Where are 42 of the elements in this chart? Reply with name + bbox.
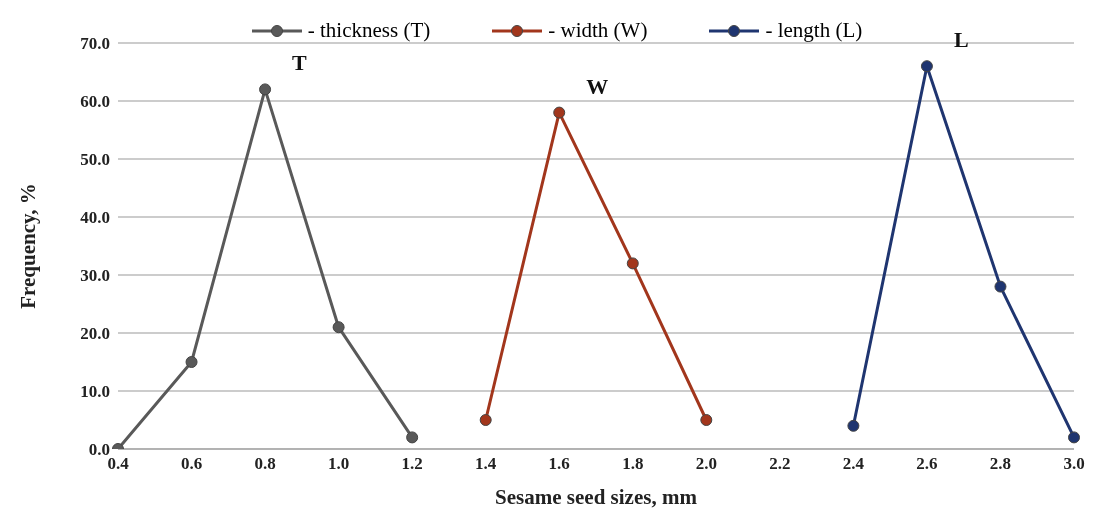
x-tick-label: 2.8 [989, 454, 1012, 474]
point [994, 280, 1007, 293]
x-tick-label: 1.0 [327, 454, 350, 474]
point [185, 356, 198, 368]
y-tick-label: 20.0 [80, 324, 110, 344]
x-tick-label: 2.2 [769, 454, 791, 474]
x-tick-label: 0.6 [180, 454, 203, 474]
x-tick-label: 3.0 [1063, 454, 1085, 474]
point [259, 83, 272, 96]
point [553, 106, 566, 119]
annotation: L [953, 27, 969, 53]
y-tick-label: 40.0 [80, 208, 110, 228]
x-tick-label: 2.0 [695, 454, 717, 474]
point [1068, 431, 1080, 444]
y-tick-label: 60.0 [80, 92, 110, 112]
x-tick-label: 2.6 [916, 454, 938, 474]
legend-label: - thickness (T) [307, 18, 431, 43]
annotation: T [292, 50, 308, 76]
point [700, 414, 713, 426]
x-tick-label: 1.6 [548, 454, 570, 474]
x-tick-label: 0.4 [107, 454, 130, 474]
point [332, 321, 345, 334]
x-axis-title: Sesame seed sizes, mm [495, 485, 698, 509]
y-axis-title: Frequency, % [16, 183, 41, 309]
x-tick-label: 1.4 [475, 454, 497, 474]
y-tick-label: 50.0 [80, 150, 110, 170]
point [406, 431, 419, 444]
annotation: W [586, 73, 609, 99]
y-tick-label: 30.0 [80, 266, 110, 286]
x-tick-label: 0.8 [254, 454, 276, 474]
point [626, 257, 639, 270]
y-tick-label: 70.0 [80, 34, 110, 54]
legend-label: - width (W) [548, 18, 648, 43]
point [479, 414, 492, 426]
x-tick-label: 1.2 [401, 454, 423, 474]
x-tick-label: 1.8 [622, 454, 644, 474]
point [847, 419, 860, 432]
point [920, 60, 933, 73]
x-tick-label: 2.4 [842, 454, 865, 474]
y-tick-label: 10.0 [80, 382, 110, 402]
y-tick-label: 0.0 [88, 440, 110, 460]
legend-label: - length (L) [765, 18, 863, 43]
